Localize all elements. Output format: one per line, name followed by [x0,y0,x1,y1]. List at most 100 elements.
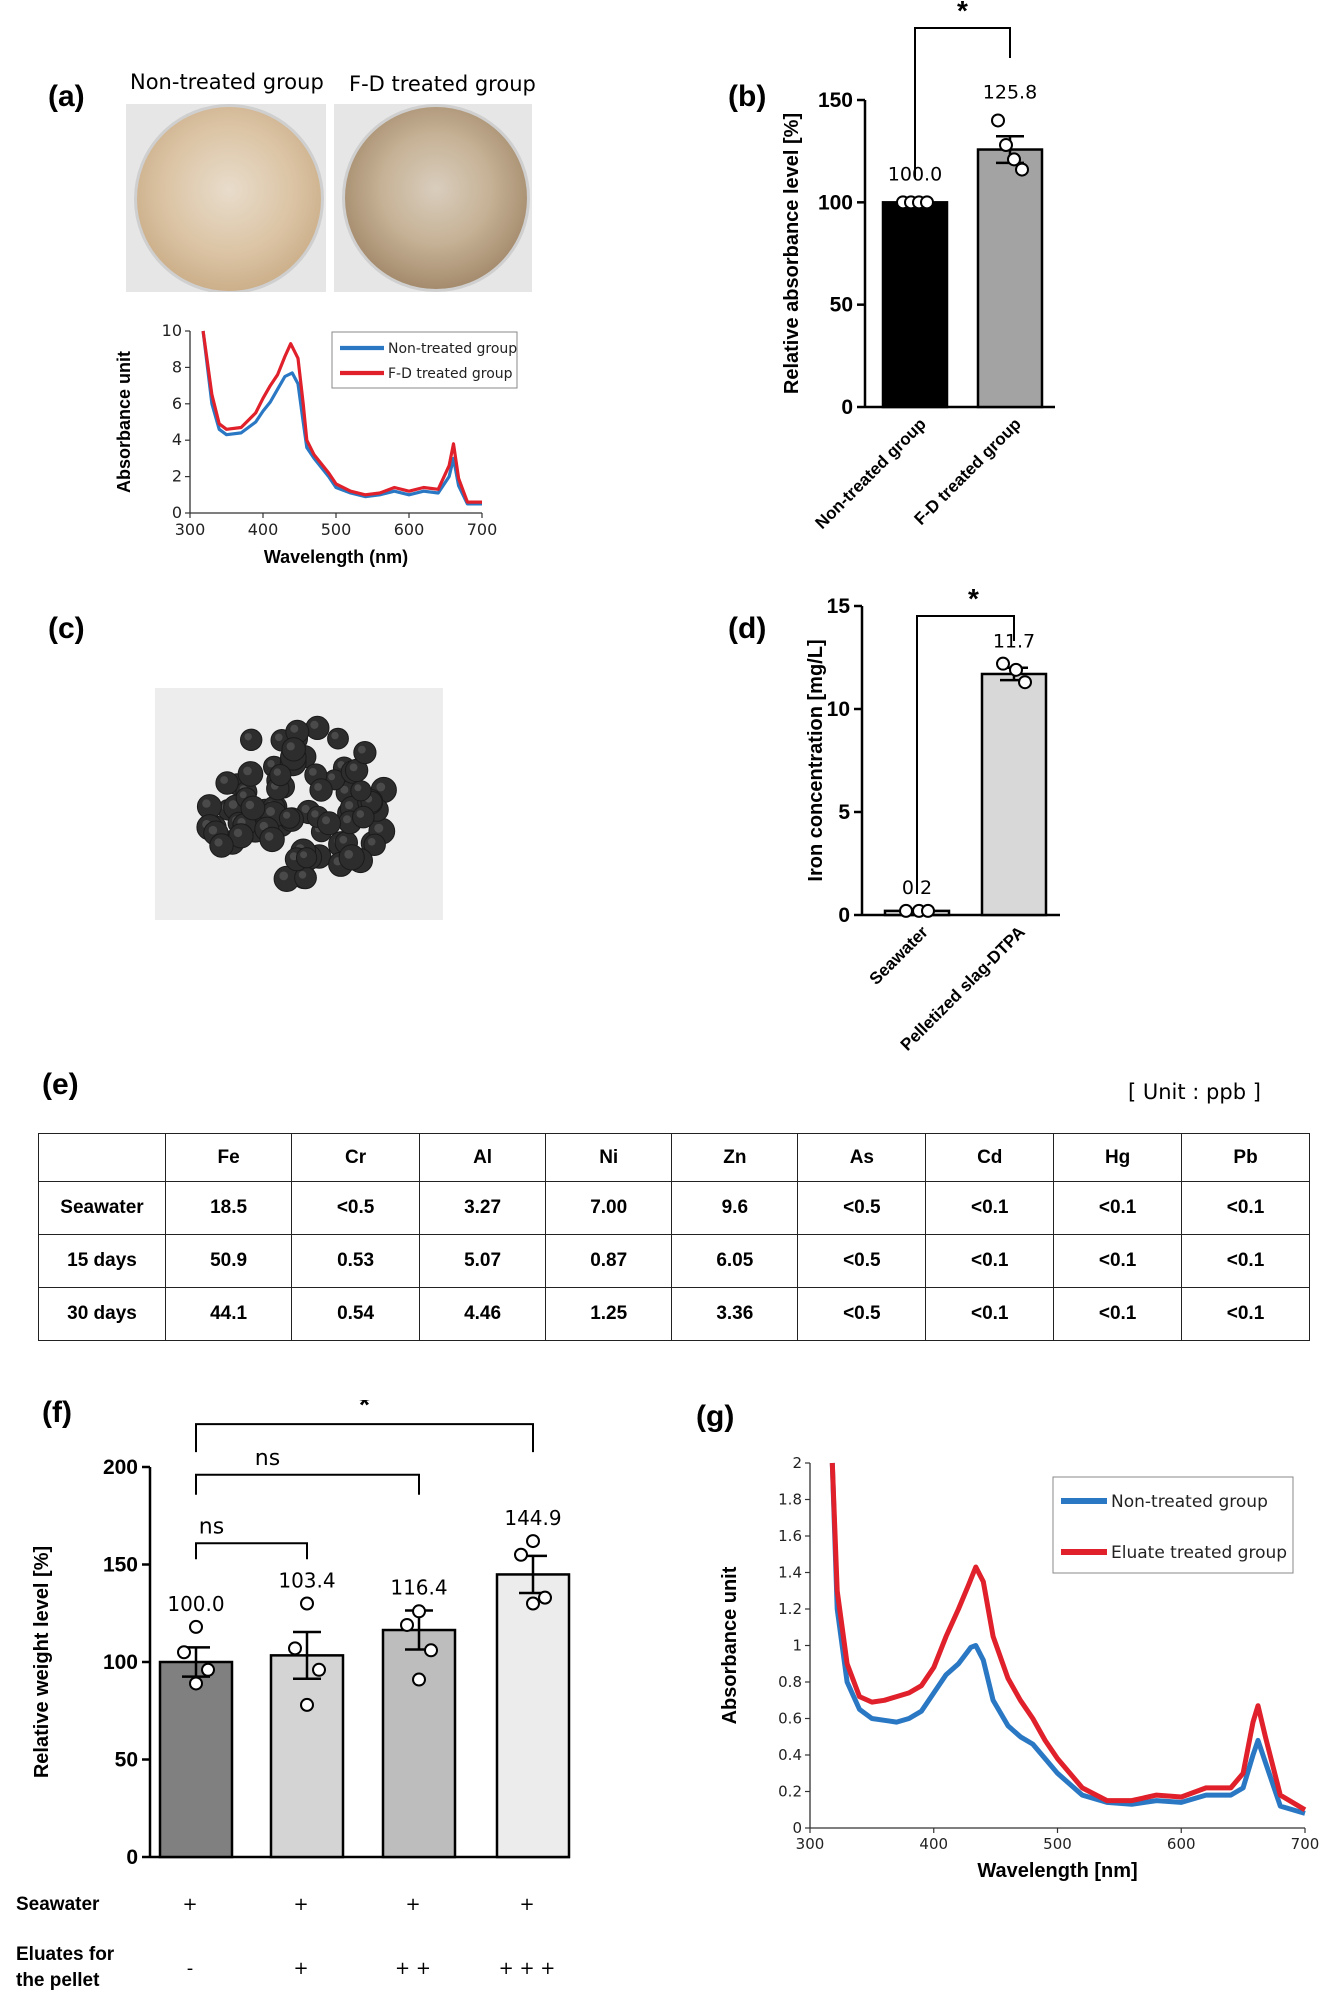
panel-label-e: (e) [42,1068,79,1101]
y-tick-label: 6 [172,394,182,413]
condition-label: Eluates for [16,1944,115,1965]
table-cell: <0.1 [925,1287,1055,1341]
table-cell: <0.5 [797,1287,927,1341]
table-header-row: Fe Cr Al Ni Zn As Cd Hg Pb [38,1133,1310,1182]
value-label: 116.4 [390,1576,447,1600]
pellet-highlight [331,731,339,740]
y-tick-label: 0 [172,503,182,522]
table-header-cell: Fe [164,1133,293,1182]
pellet-highlight [264,832,274,841]
table-row: 30 days 44.1 0.54 4.46 1.25 3.36 <0.5 <0.1 <0.1 <… [38,1287,1310,1341]
y-tick-label: 5 [838,801,850,824]
data-point [300,1596,314,1611]
legend-entry: Eluate treated group [1111,1543,1287,1563]
y-tick-label: 150 [103,1554,138,1577]
table-header-cell: Zn [671,1133,799,1182]
table-cell: <0.5 [797,1234,927,1288]
table-cell: <0.1 [1181,1234,1310,1288]
pellet [269,764,292,787]
y-axis-label: Relative absorbance level [%] [781,113,803,394]
table-cell: 6.05 [671,1234,799,1288]
y-axis-label: Relative weight level [%] [31,1546,53,1778]
bar [980,672,1048,917]
data-point [1007,152,1021,167]
table-header-cell: As [797,1133,927,1182]
pellet-highlight [279,871,289,881]
table-cell: <0.1 [1053,1181,1183,1235]
y-tick-label: 0.8 [778,1673,802,1691]
series-line-treated [829,1462,1307,1812]
table-row-header: 15 days [38,1234,166,1288]
relative-weight-bar-chart: 0 50 100 150 200 Relative weight level [%] 100… [16,1400,571,1991]
pellet-highlight [289,852,298,861]
x-axis-label: Wavelength [nm] [977,1860,1137,1882]
y-tick-label: 2 [792,1454,802,1472]
pellet-highlight [358,745,366,754]
y-tick-label: 1.4 [778,1564,802,1582]
table-cell: 3.36 [671,1287,799,1341]
data-point [201,1662,215,1677]
table-cell: 18.5 [164,1181,293,1235]
y-tick-label: 150 [818,89,853,112]
condition-mark: + [293,1958,308,1979]
condition-mark: + [293,1894,308,1915]
y-tick-label: 100 [103,1651,138,1674]
x-tick-label: 300 [796,1835,825,1853]
table-cell: 44.1 [164,1287,293,1341]
y-tick-label: 0 [792,1819,802,1837]
y-tick-label: 2 [172,467,182,486]
data-point [288,1641,302,1656]
significance-marker: ns [255,1446,280,1471]
legend-entry: Non-treated group [1111,1492,1268,1512]
panel-label-g: (g) [696,1400,735,1433]
y-tick-label: 8 [172,357,182,376]
condition-mark: - [187,1958,194,1979]
table-cell: <0.1 [1053,1234,1183,1288]
data-point [312,1662,326,1677]
table-cell: <0.1 [925,1181,1055,1235]
pellet-highlight [345,801,354,810]
pellet-highlight [273,768,281,776]
data-point [177,1645,191,1660]
data-point [1018,675,1032,690]
bar [976,148,1044,409]
pellet-highlight [311,810,319,818]
pellet [353,741,377,765]
table-cell: 1.25 [545,1287,673,1341]
y-tick-label: 1 [792,1637,802,1655]
bar [881,201,949,409]
table-header-cell: Cr [291,1133,421,1182]
pellet [278,807,301,829]
panel-label-c: (c) [48,612,85,645]
value-label: 103.4 [278,1569,335,1593]
table-row: 15 days 50.9 0.53 5.07 0.87 6.05 <0.5 <0.1 <0.1 <… [38,1234,1310,1288]
y-tick-label: 15 [827,595,851,618]
condition-mark: + [519,1894,534,1915]
data-point [996,656,1010,671]
series-line-treated [201,330,482,504]
value-label: 144.9 [504,1506,561,1530]
pellet-highlight [328,773,336,781]
significance-marker: * [359,1400,370,1420]
panel-label-a: (a) [48,80,85,113]
y-tick-label: 1.8 [778,1491,802,1509]
pellet-highlight [356,810,365,818]
pellet [352,805,375,829]
table-cell: 0.53 [291,1234,421,1288]
pellet [309,778,333,802]
x-tick-label: 700 [1291,1835,1320,1853]
pellet-highlight [245,800,255,810]
table-cell: <0.5 [797,1181,927,1235]
significance-marker: * [957,0,968,26]
pellet-highlight [300,851,308,859]
table-unit-note: [ Unit : ppb ] [1128,1080,1261,1104]
table-cell: 5.07 [419,1234,547,1288]
absorbance-spectrum-chart-a: 0 2 4 6 8 10 300 400 500 600 700 Wavelength (nm) Abs… [114,321,518,567]
x-tick-label: 500 [1043,1835,1072,1853]
table-cell: 3.27 [419,1181,547,1235]
value-label: 11.7 [993,631,1035,653]
pellet-highlight [290,724,299,733]
value-label: 100.0 [167,1592,224,1616]
pellet-highlight [367,838,376,846]
data-point [526,1534,540,1549]
